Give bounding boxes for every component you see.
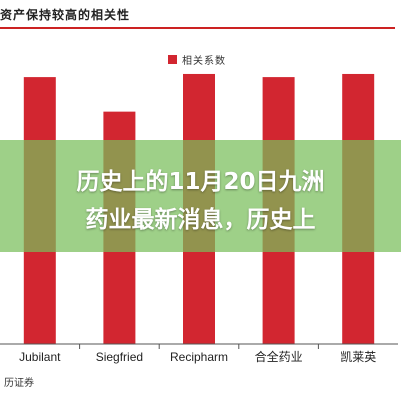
- headline-line-2: 药业最新消息，历史上: [85, 207, 316, 233]
- x-tick-label-3: 合全药业: [255, 349, 303, 364]
- legend: 相关系数: [168, 52, 226, 67]
- x-tick-label-1: Siegfried: [96, 350, 143, 364]
- title-divider: [0, 27, 395, 29]
- headline-banner: 历史上的11月20日九洲 药业最新消息，历史上: [0, 140, 401, 252]
- source-note: 历证券: [4, 378, 34, 389]
- headline-line-1: 历史上的11月20日九洲: [76, 169, 325, 195]
- x-tick-label-0: Jubilant: [19, 350, 61, 364]
- legend-swatch: [168, 54, 177, 64]
- x-tick-label-4: 凯莱英: [340, 350, 376, 364]
- chart-title: 资产保持较高的相关性: [0, 8, 131, 22]
- x-tick-label-2: Recipharm: [170, 350, 228, 364]
- legend-label: 相关系数: [182, 55, 226, 67]
